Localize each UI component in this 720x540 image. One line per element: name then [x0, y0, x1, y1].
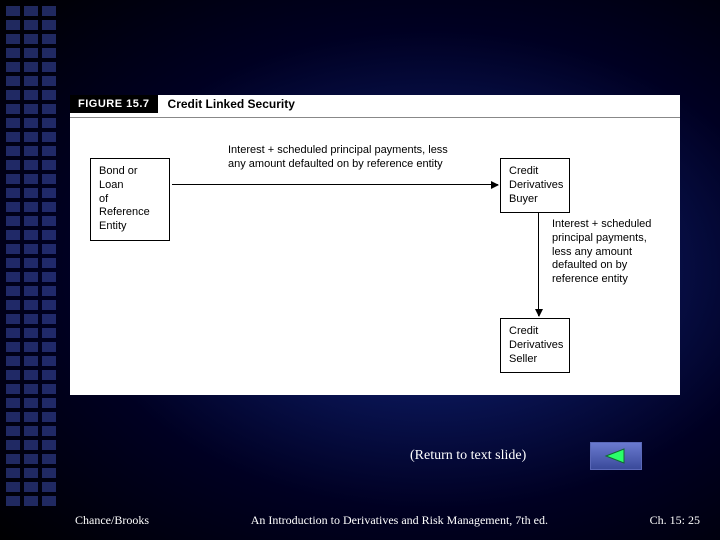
label-buyer-to-seller: Interest + scheduledprincipal payments,l… — [552, 218, 672, 287]
footer-author: Chance/Brooks — [75, 513, 149, 528]
figure-frame: FIGURE 15.7 Credit Linked Security Bond … — [70, 95, 680, 395]
figure-number-tag: FIGURE 15.7 — [70, 95, 158, 113]
figure-title: Credit Linked Security — [158, 97, 295, 111]
diagram-area: Bond or Loanof ReferenceEntity CreditDer… — [70, 118, 680, 378]
return-link[interactable]: (Return to text slide) — [410, 448, 526, 464]
slide-footer: Chance/Brooks An Introduction to Derivat… — [75, 513, 700, 528]
footer-page: Ch. 15: 25 — [650, 513, 700, 528]
triangle-left-icon — [604, 447, 628, 465]
arrow-buyer-to-seller — [538, 212, 539, 316]
node-buyer: CreditDerivativesBuyer — [500, 158, 570, 213]
label-issuer-to-buyer: Interest + scheduled principal payments,… — [228, 144, 498, 172]
arrow-issuer-to-buyer — [172, 184, 498, 185]
decorative-sidebar — [0, 0, 60, 540]
nav-back-button[interactable] — [590, 442, 642, 470]
node-seller: CreditDerivativesSeller — [500, 318, 570, 373]
figure-header: FIGURE 15.7 Credit Linked Security — [70, 95, 680, 113]
node-issuer: Bond or Loanof ReferenceEntity — [90, 158, 170, 241]
footer-book: An Introduction to Derivatives and Risk … — [251, 513, 548, 528]
